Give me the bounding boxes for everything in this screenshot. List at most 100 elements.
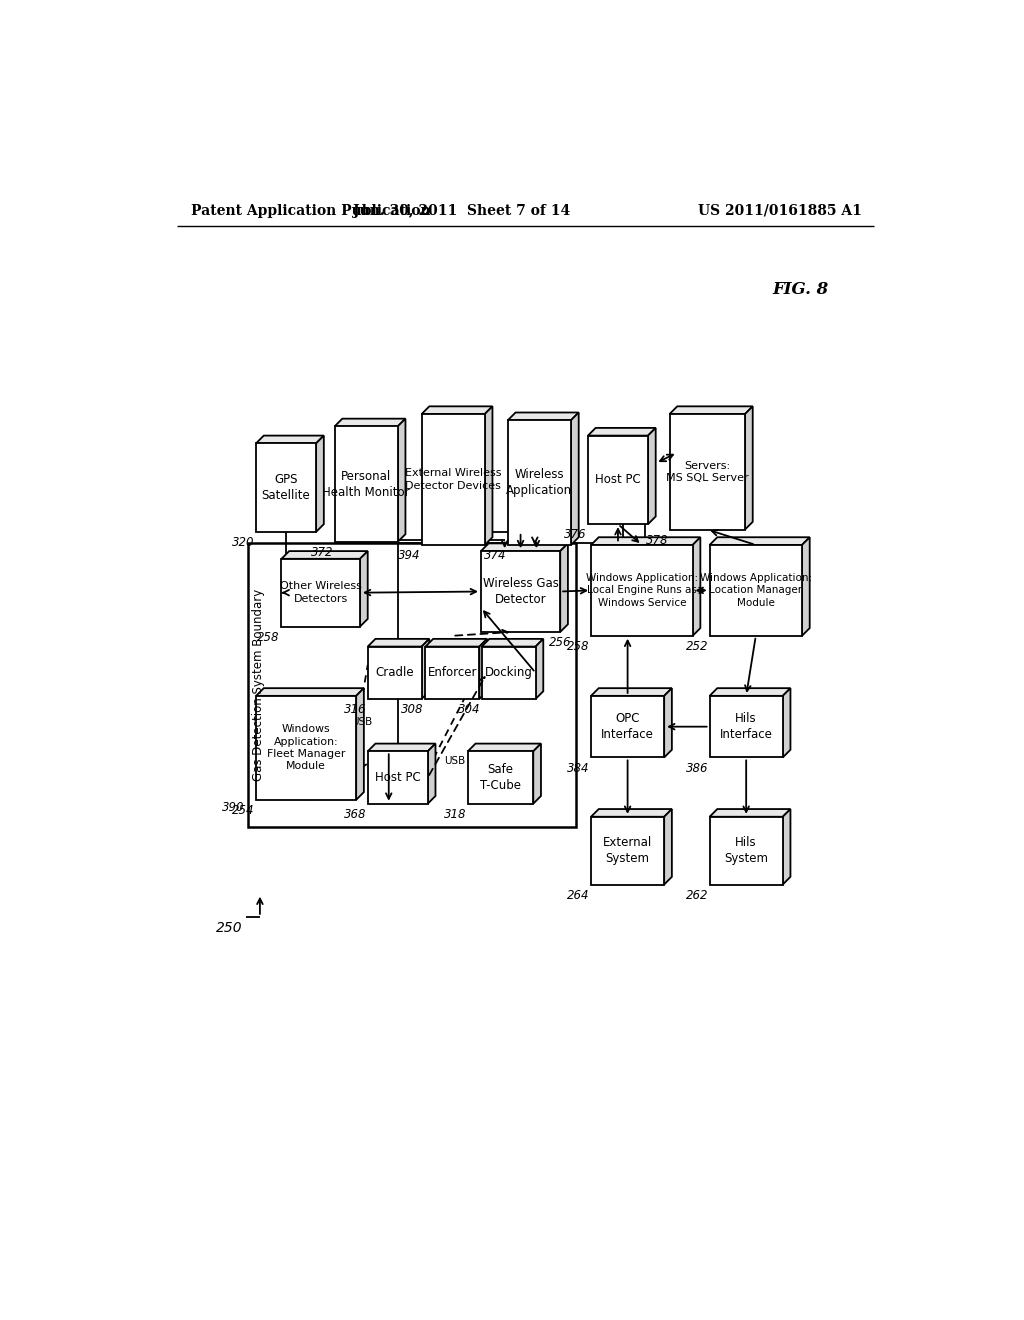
Text: 262: 262 bbox=[685, 888, 708, 902]
Polygon shape bbox=[422, 407, 493, 414]
Text: Wireless Gas
Detector: Wireless Gas Detector bbox=[482, 577, 558, 606]
Text: External Wireless
Detector Devices: External Wireless Detector Devices bbox=[404, 469, 502, 491]
Text: 250: 250 bbox=[216, 921, 243, 936]
Polygon shape bbox=[670, 414, 745, 529]
Polygon shape bbox=[316, 436, 324, 532]
Text: 252: 252 bbox=[685, 640, 708, 653]
Polygon shape bbox=[425, 639, 487, 647]
Polygon shape bbox=[782, 688, 791, 758]
Polygon shape bbox=[481, 552, 560, 632]
Polygon shape bbox=[508, 420, 571, 545]
Polygon shape bbox=[536, 639, 544, 700]
Polygon shape bbox=[710, 817, 782, 884]
Text: External
System: External System bbox=[603, 836, 652, 865]
Polygon shape bbox=[692, 537, 700, 636]
Polygon shape bbox=[481, 544, 568, 552]
Polygon shape bbox=[508, 412, 579, 420]
Polygon shape bbox=[710, 696, 782, 758]
Text: Host PC: Host PC bbox=[375, 771, 421, 784]
Polygon shape bbox=[368, 743, 435, 751]
Text: Hils
System: Hils System bbox=[724, 836, 768, 865]
Text: 386: 386 bbox=[685, 762, 708, 775]
Polygon shape bbox=[481, 647, 536, 700]
Polygon shape bbox=[591, 537, 700, 545]
Polygon shape bbox=[665, 688, 672, 758]
Polygon shape bbox=[591, 809, 672, 817]
Polygon shape bbox=[360, 552, 368, 627]
Text: Hils
Interface: Hils Interface bbox=[720, 713, 773, 741]
Text: Host PC: Host PC bbox=[595, 474, 641, 486]
Text: 390: 390 bbox=[222, 801, 245, 814]
Polygon shape bbox=[560, 544, 568, 632]
Polygon shape bbox=[710, 545, 802, 636]
Text: 254: 254 bbox=[232, 804, 255, 817]
Polygon shape bbox=[591, 545, 692, 636]
Text: Windows Application:
Local Engine Runs as
Windows Service: Windows Application: Local Engine Runs a… bbox=[586, 573, 698, 607]
Text: Enforcer: Enforcer bbox=[428, 667, 477, 680]
Polygon shape bbox=[468, 751, 534, 804]
Polygon shape bbox=[425, 647, 479, 700]
Text: Safe
T-Cube: Safe T-Cube bbox=[480, 763, 521, 792]
Text: Gas Detection System Boundary: Gas Detection System Boundary bbox=[252, 589, 265, 781]
Text: Servers:
MS SQL Server: Servers: MS SQL Server bbox=[666, 461, 749, 483]
Text: Docking: Docking bbox=[484, 667, 532, 680]
Polygon shape bbox=[710, 688, 791, 696]
Polygon shape bbox=[571, 412, 579, 545]
Text: 258: 258 bbox=[567, 640, 590, 653]
Text: 384: 384 bbox=[567, 762, 590, 775]
Polygon shape bbox=[588, 436, 648, 524]
Polygon shape bbox=[256, 696, 356, 800]
Polygon shape bbox=[591, 817, 665, 884]
Polygon shape bbox=[648, 428, 655, 524]
Text: 378: 378 bbox=[645, 533, 668, 546]
Polygon shape bbox=[282, 552, 368, 558]
Text: Other Wireless
Detectors: Other Wireless Detectors bbox=[280, 582, 361, 603]
Polygon shape bbox=[397, 418, 406, 543]
Text: OPC
Interface: OPC Interface bbox=[601, 713, 654, 741]
Text: Personal
Health Monitor: Personal Health Monitor bbox=[323, 470, 410, 499]
Text: 394: 394 bbox=[397, 549, 420, 562]
Polygon shape bbox=[428, 743, 435, 804]
Polygon shape bbox=[256, 444, 316, 532]
Text: GPS
Satellite: GPS Satellite bbox=[262, 473, 310, 502]
Text: 258: 258 bbox=[257, 631, 280, 644]
Polygon shape bbox=[256, 436, 324, 444]
Text: Patent Application Publication: Patent Application Publication bbox=[190, 203, 430, 218]
Polygon shape bbox=[665, 809, 672, 884]
Polygon shape bbox=[335, 418, 406, 426]
Text: FIG. 8: FIG. 8 bbox=[772, 281, 828, 298]
Text: 374: 374 bbox=[483, 549, 506, 562]
Polygon shape bbox=[356, 688, 364, 800]
Polygon shape bbox=[588, 428, 655, 436]
Polygon shape bbox=[745, 407, 753, 529]
Polygon shape bbox=[591, 688, 672, 696]
Text: 316: 316 bbox=[344, 704, 367, 717]
Polygon shape bbox=[710, 809, 791, 817]
Polygon shape bbox=[335, 426, 397, 543]
Polygon shape bbox=[256, 688, 364, 696]
Polygon shape bbox=[534, 743, 541, 804]
Polygon shape bbox=[368, 751, 428, 804]
Text: Windows Application:
Location Manager
Module: Windows Application: Location Manager Mo… bbox=[699, 573, 812, 607]
Polygon shape bbox=[484, 407, 493, 545]
Polygon shape bbox=[368, 647, 422, 700]
Polygon shape bbox=[591, 696, 665, 758]
Text: Cradle: Cradle bbox=[376, 667, 414, 680]
Text: 368: 368 bbox=[344, 808, 367, 821]
Text: 256: 256 bbox=[549, 636, 571, 649]
Polygon shape bbox=[422, 414, 484, 545]
Polygon shape bbox=[481, 639, 544, 647]
Polygon shape bbox=[802, 537, 810, 636]
Polygon shape bbox=[468, 743, 541, 751]
Text: US 2011/0161885 A1: US 2011/0161885 A1 bbox=[698, 203, 862, 218]
Text: 376: 376 bbox=[564, 528, 587, 541]
Polygon shape bbox=[422, 639, 429, 700]
Text: Windows
Application:
Fleet Manager
Module: Windows Application: Fleet Manager Modul… bbox=[267, 725, 345, 771]
Text: 308: 308 bbox=[401, 704, 424, 717]
Text: USB: USB bbox=[444, 756, 465, 766]
Text: USB: USB bbox=[351, 717, 373, 727]
Polygon shape bbox=[710, 537, 810, 545]
Text: 264: 264 bbox=[567, 888, 590, 902]
Bar bbox=[248, 544, 577, 826]
Text: Jun. 30, 2011  Sheet 7 of 14: Jun. 30, 2011 Sheet 7 of 14 bbox=[353, 203, 570, 218]
